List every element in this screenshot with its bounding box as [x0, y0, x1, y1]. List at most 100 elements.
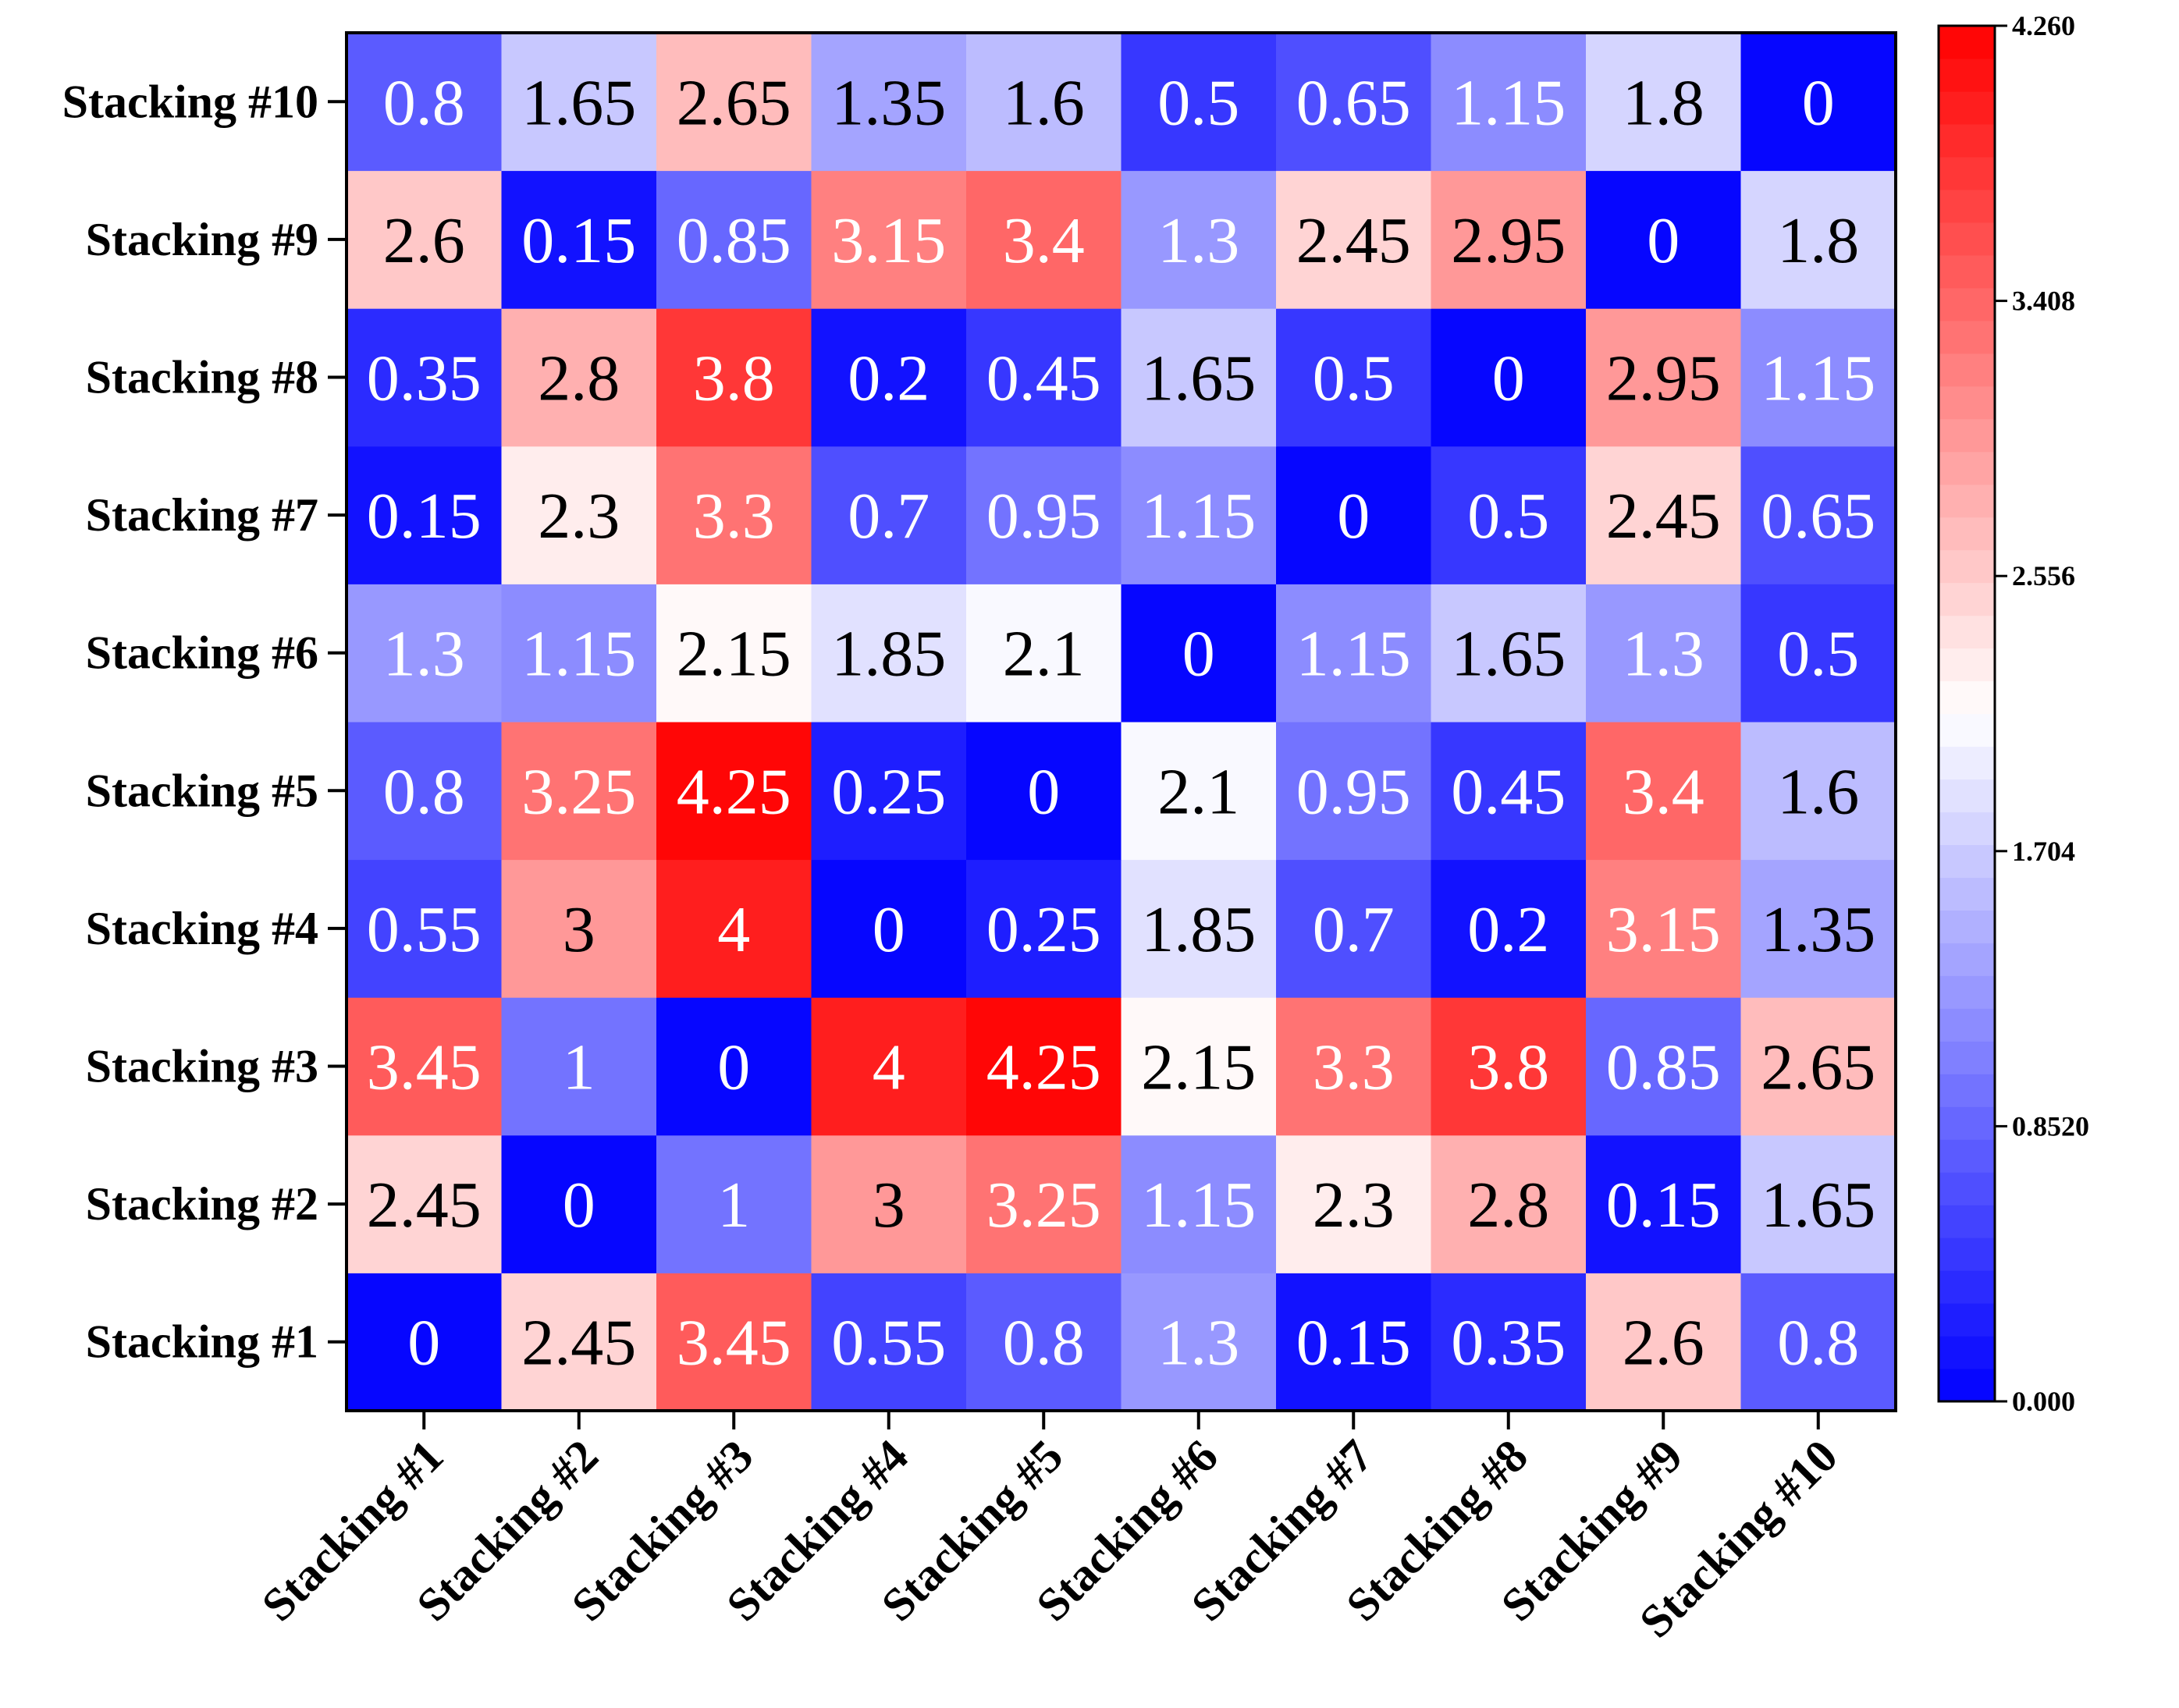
heatmap-value-label: 0: [1027, 755, 1060, 828]
heatmap-value-label: 3.8: [693, 343, 775, 415]
heatmap-value-label: 0.95: [1296, 755, 1411, 828]
heatmap-cell-r9-c8: [1431, 170, 1587, 309]
heatmap-cell-r6-c2: [501, 584, 657, 723]
heatmap-cell-r4-c8: [1431, 859, 1587, 998]
heatmap-cell-r7-c7: [1276, 446, 1431, 584]
heatmap-value-label: 2.45: [1296, 204, 1411, 277]
heatmap-cell-r10-c3: [656, 33, 812, 172]
heatmap-cell-r6-c4: [811, 584, 967, 723]
heatmap-cell-r3-c3: [656, 997, 812, 1136]
heatmap-value-label: 1.6: [1003, 66, 1085, 139]
heatmap-value-label: 1.15: [521, 618, 636, 691]
heatmap-value-label: 0.45: [986, 343, 1101, 415]
heatmap-cell-r8-c2: [501, 308, 657, 447]
heatmap-cell-r3-c1: [347, 997, 502, 1136]
heatmap-cell-r10-c7: [1276, 33, 1431, 172]
heatmap-value-label: 2.6: [383, 204, 465, 277]
heatmap-value-label: 0.55: [831, 1307, 946, 1380]
heatmap-value-label: 1.15: [1296, 618, 1411, 691]
heatmap-value-label: 0.2: [848, 343, 930, 415]
heatmap-cells: [347, 33, 1896, 1411]
heatmap-value-label: 3.3: [1313, 1032, 1395, 1104]
heatmap-value-label: 1.15: [1451, 66, 1566, 139]
heatmap-cell-r8-c4: [811, 308, 967, 447]
y-axis-tick-label: Stacking #8: [86, 352, 318, 403]
heatmap-cell-r2-c7: [1276, 1135, 1431, 1273]
heatmap-value-label: 3.15: [1606, 893, 1721, 966]
y-axis-tick-label: Stacking #9: [86, 214, 318, 265]
colorbar-segment: [1939, 1303, 1995, 1337]
colorbar-segment: [1939, 1074, 1995, 1107]
colorbar-segment: [1939, 287, 1995, 321]
y-axis-tick-label: Stacking #2: [86, 1178, 318, 1230]
heatmap-cell-r6-c10: [1740, 584, 1896, 723]
colorbar-segment: [1939, 549, 1995, 584]
heatmap-value-label: 0.8: [383, 755, 465, 828]
colorbar-segment: [1939, 582, 1995, 616]
heatmap-value-label: 1: [563, 1032, 595, 1104]
y-axis-tick-label: Stacking #3: [86, 1041, 318, 1092]
heatmap-cell-r5-c5: [966, 722, 1121, 861]
colorbar-segment: [1939, 385, 1995, 420]
heatmap-value-label: 2.15: [1141, 1032, 1256, 1104]
colorbar-segment: [1939, 451, 1995, 485]
colorbar-segment: [1939, 26, 1995, 59]
heatmap-value-label: 1.35: [831, 66, 946, 139]
colorbar-segment: [1939, 1205, 1995, 1238]
heatmap-value-label: 3: [563, 893, 595, 966]
colorbar-segment: [1939, 844, 1995, 878]
heatmap-cell-r10-c2: [501, 33, 657, 172]
heatmap-value-label: 1.15: [1141, 1169, 1256, 1241]
heatmap-value-label: 1.15: [1141, 480, 1256, 552]
heatmap-cell-r2-c6: [1121, 1135, 1277, 1273]
heatmap-cell-r9-c6: [1121, 170, 1277, 309]
heatmap-cell-r6-c5: [966, 584, 1121, 723]
heatmap-value-label: 0.7: [848, 480, 930, 552]
heatmap-cell-r3-c6: [1121, 997, 1277, 1136]
heatmap-value-label: 0: [1647, 204, 1680, 277]
heatmap-cell-r3-c2: [501, 997, 657, 1136]
heatmap-value-label: 0.5: [1777, 618, 1859, 691]
heatmap-cell-r8-c3: [656, 308, 812, 447]
heatmap-cell-r2-c5: [966, 1135, 1121, 1273]
heatmap-value-label: 2.65: [1761, 1032, 1875, 1104]
heatmap-cell-r4-c3: [656, 859, 812, 998]
heatmap-cell-r9-c1: [347, 170, 502, 309]
heatmap-value-label: 0.15: [367, 480, 482, 552]
heatmap-value-label: 3.4: [1003, 204, 1085, 277]
colorbar-segment: [1939, 517, 1995, 551]
heatmap-value-labels: 0 2.45 3.45 0.55 0.8 1.3 0.15 0.35 2.6 0.8 2.45 0 1 3…: [367, 66, 1876, 1379]
colorbar-tick-label: 0.000: [2012, 1386, 2075, 1417]
y-axis-tick-label: Stacking #10: [62, 76, 318, 127]
colorbar-segment: [1939, 1336, 1995, 1369]
heatmap-value-label: 1.6: [1777, 755, 1859, 828]
heatmap-cell-r10-c9: [1586, 33, 1741, 172]
heatmap-cell-r7-c5: [966, 446, 1121, 584]
heatmap-value-label: 0.85: [1606, 1032, 1721, 1104]
heatmap-cell-r5-c10: [1740, 722, 1896, 861]
heatmap-value-label: 0.15: [521, 204, 636, 277]
colorbar-tick-label: 3.408: [2012, 286, 2075, 317]
heatmap-cell-r10-c10: [1740, 33, 1896, 172]
colorbar-segment: [1939, 746, 1995, 780]
colorbar-segment: [1939, 156, 1995, 190]
heatmap-value-label: 0.5: [1467, 480, 1549, 552]
heatmap-value-label: 0.65: [1761, 480, 1875, 552]
heatmap-cell-r5-c9: [1586, 722, 1741, 861]
heatmap-cell-r6-c1: [347, 584, 502, 723]
heatmap-value-label: 0.85: [677, 204, 791, 277]
colorbar-segment: [1939, 975, 1995, 1009]
heatmap-value-label: 1.3: [1623, 618, 1704, 691]
heatmap-cell-r1-c1: [347, 1273, 502, 1411]
heatmap-value-label: 0.55: [367, 893, 482, 966]
colorbar-segment: [1939, 1008, 1995, 1042]
heatmap-cell-r1-c2: [501, 1273, 657, 1411]
heatmap-value-label: 2.95: [1451, 204, 1566, 277]
heatmap-value-label: 0.7: [1313, 893, 1395, 966]
heatmap-cell-r2-c10: [1740, 1135, 1896, 1273]
y-axis-tick-label: Stacking #1: [86, 1316, 318, 1368]
heatmap-value-label: 1.3: [1157, 1307, 1239, 1380]
colorbar-segment: [1939, 910, 1995, 943]
heatmap-cell-r8-c6: [1121, 308, 1277, 447]
